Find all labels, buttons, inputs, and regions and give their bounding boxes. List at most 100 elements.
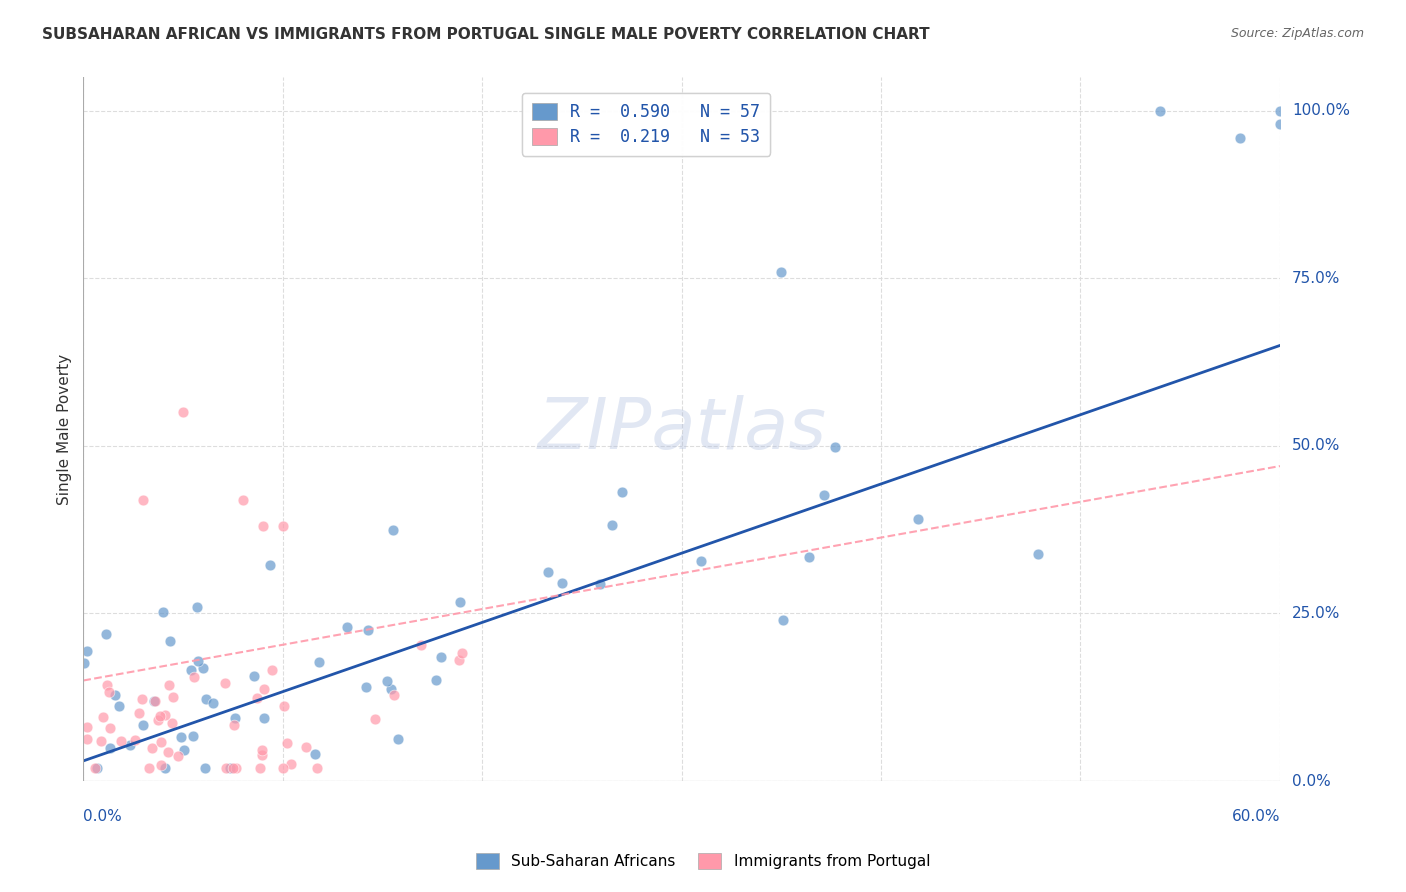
Point <box>1026 547 1049 561</box>
Point <box>76 720 98 734</box>
Point <box>689 554 711 568</box>
Point <box>772 613 794 627</box>
Point <box>94 627 117 641</box>
Point <box>243 669 266 683</box>
Point <box>1229 130 1251 145</box>
Point <box>813 488 835 502</box>
Text: 60.0%: 60.0% <box>1232 809 1279 824</box>
Point <box>149 758 172 772</box>
Point <box>276 736 298 750</box>
Point <box>259 558 281 572</box>
Point <box>194 761 217 775</box>
Point <box>131 692 153 706</box>
Point <box>141 741 163 756</box>
Point <box>191 661 214 675</box>
Point <box>110 733 132 747</box>
Legend: Sub-Saharan Africans, Immigrants from Portugal: Sub-Saharan Africans, Immigrants from Po… <box>470 847 936 875</box>
Point <box>86 761 108 775</box>
Point <box>907 511 929 525</box>
Point <box>159 634 181 648</box>
Point <box>138 761 160 775</box>
Text: Source: ZipAtlas.com: Source: ZipAtlas.com <box>1230 27 1364 40</box>
Point <box>253 681 276 696</box>
Point <box>97 684 120 698</box>
Point <box>157 678 180 692</box>
Point <box>148 713 170 727</box>
Point <box>201 696 224 710</box>
Point <box>132 492 155 507</box>
Point <box>215 761 238 775</box>
Point <box>449 595 471 609</box>
Point <box>172 405 194 419</box>
Point <box>612 484 634 499</box>
Text: 50.0%: 50.0% <box>1292 439 1340 453</box>
Point <box>425 673 447 688</box>
Point <box>96 678 118 692</box>
Point <box>252 743 274 757</box>
Y-axis label: Single Male Poverty: Single Male Poverty <box>58 353 72 505</box>
Point <box>1149 103 1171 118</box>
Point <box>143 693 166 707</box>
Text: 100.0%: 100.0% <box>1292 103 1350 119</box>
Point <box>382 688 405 702</box>
Point <box>1268 103 1291 118</box>
Point <box>224 711 246 725</box>
Point <box>180 663 202 677</box>
Point <box>100 721 122 735</box>
Point <box>824 440 846 454</box>
Point <box>150 735 173 749</box>
Point <box>118 738 141 752</box>
Point <box>304 747 326 762</box>
Text: 25.0%: 25.0% <box>1292 606 1340 621</box>
Point <box>221 761 243 775</box>
Point <box>354 681 377 695</box>
Point <box>273 699 295 714</box>
Point <box>104 688 127 702</box>
Point <box>167 748 190 763</box>
Point <box>450 646 472 660</box>
Point <box>600 517 623 532</box>
Text: 0.0%: 0.0% <box>1292 773 1330 789</box>
Point <box>186 600 208 615</box>
Point <box>84 761 107 775</box>
Point <box>430 650 453 665</box>
Point <box>183 670 205 684</box>
Point <box>364 712 387 726</box>
Point <box>222 718 245 732</box>
Point <box>132 718 155 732</box>
Point <box>98 740 121 755</box>
Point <box>550 576 572 591</box>
Point <box>128 706 150 720</box>
Point <box>770 265 793 279</box>
Point <box>225 761 247 775</box>
Text: 0.0%: 0.0% <box>83 809 122 824</box>
Legend: R =  0.590   N = 57, R =  0.219   N = 53: R = 0.590 N = 57, R = 0.219 N = 53 <box>522 93 770 156</box>
Point <box>249 761 271 775</box>
Point <box>173 743 195 757</box>
Point <box>250 747 273 762</box>
Text: ZIPatlas: ZIPatlas <box>537 395 827 464</box>
Point <box>1268 117 1291 131</box>
Point <box>357 623 380 637</box>
Point <box>162 690 184 705</box>
Point <box>157 745 180 759</box>
Point <box>295 739 318 754</box>
Point <box>160 716 183 731</box>
Point <box>381 523 404 537</box>
Point <box>447 653 470 667</box>
Point <box>187 654 209 668</box>
Text: 75.0%: 75.0% <box>1292 271 1340 286</box>
Point <box>73 657 96 671</box>
Point <box>76 644 98 658</box>
Point <box>380 681 402 696</box>
Point <box>589 577 612 591</box>
Point <box>170 730 193 744</box>
Point <box>214 676 236 690</box>
Point <box>245 691 267 706</box>
Point <box>308 655 330 669</box>
Point <box>76 732 98 747</box>
Point <box>375 673 398 688</box>
Point <box>260 663 283 677</box>
Point <box>153 707 176 722</box>
Point <box>253 711 276 725</box>
